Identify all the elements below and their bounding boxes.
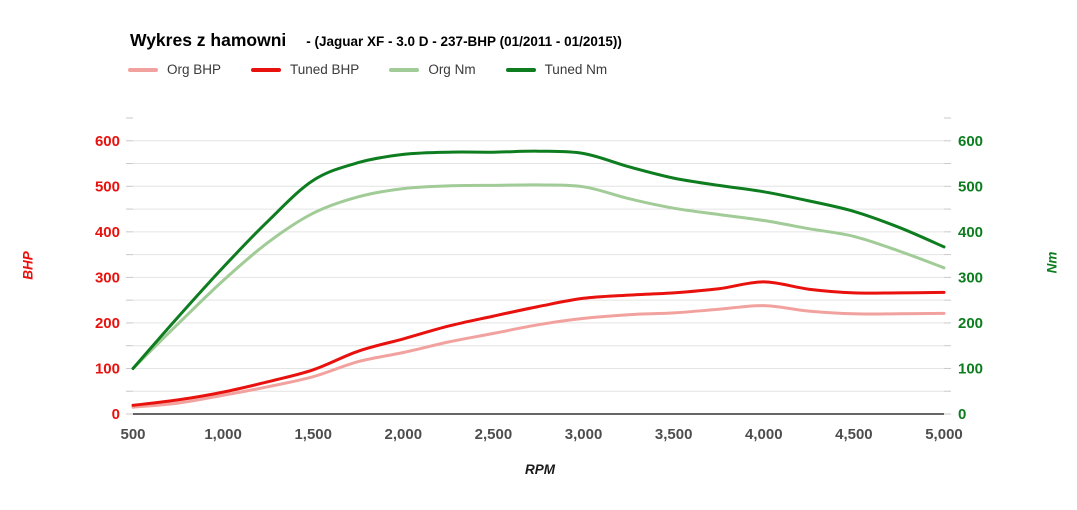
legend-swatch-tuned-nm	[505, 67, 536, 72]
x-axis-tick-label: 500	[120, 426, 145, 443]
chart-subtitle: - (Jaguar XF - 3.0 D - 237-BHP (01/2011 …	[306, 34, 622, 49]
legend-label-tuned-nm: Tuned Nm	[544, 62, 608, 77]
y-axis-tick-label-right: 300	[958, 269, 983, 286]
chart-header: Wykres z hamowni - (Jaguar XF - 3.0 D - …	[130, 30, 622, 51]
y-axis-title-bhp: BHP	[20, 251, 36, 280]
legend-label-org-nm: Org Nm	[428, 62, 476, 77]
x-axis-title-rpm: RPM	[525, 462, 555, 477]
legend-item-org-nm: Org Nm	[389, 62, 476, 77]
y-axis-tick-label-right: 600	[958, 133, 983, 150]
legend-label-tuned-bhp: Tuned BHP	[290, 62, 360, 77]
legend-label-org-bhp: Org BHP	[167, 62, 222, 77]
y-axis-tick-label-left: 600	[95, 133, 120, 150]
y-axis-tick-label-left: 200	[95, 315, 120, 332]
y-axis-title-nm: Nm	[1044, 251, 1060, 274]
y-axis-tick-label-left: 0	[112, 406, 120, 423]
y-axis-tick-label-right: 400	[958, 224, 983, 241]
legend-item-tuned-nm: Tuned Nm	[505, 62, 608, 77]
series-line-tuned-bhp	[131, 280, 946, 407]
x-axis-tick-label: 2,000	[385, 426, 423, 443]
legend-swatch-org-nm	[389, 67, 420, 72]
x-axis-tick-label: 4,000	[745, 426, 783, 443]
x-axis-tick-label: 1,000	[204, 426, 242, 443]
chart-legend: Org BHP Tuned BHP Org Nm Tuned Nm	[128, 62, 607, 77]
y-axis-tick-label-left: 400	[95, 224, 120, 241]
x-axis-tick-label: 4,500	[835, 426, 873, 443]
chart-title: Wykres z hamowni	[130, 30, 287, 50]
legend-swatch-org-bhp	[128, 67, 158, 72]
y-axis-tick-label-right: 100	[958, 360, 983, 377]
series-line-org-nm	[131, 183, 946, 370]
y-axis-tick-label-right: 200	[958, 315, 983, 332]
series-line-tuned-nm	[131, 149, 946, 370]
x-axis-tick-label: 3,500	[655, 426, 693, 443]
series-line-org-bhp	[131, 304, 946, 409]
x-axis-tick-label: 3,000	[565, 426, 603, 443]
legend-item-tuned-bhp: Tuned BHP	[251, 62, 359, 77]
y-axis-tick-label-right: 0	[958, 406, 966, 423]
legend-swatch-tuned-bhp	[251, 67, 282, 72]
x-axis-tick-label: 1,500	[294, 426, 332, 443]
x-axis-tick-label: 5,000	[925, 426, 963, 443]
y-axis-tick-label-left: 300	[95, 269, 120, 286]
y-axis-tick-label-left: 500	[95, 178, 120, 195]
legend-item-org-bhp: Org BHP	[128, 62, 221, 77]
x-axis-tick-label: 2,500	[475, 426, 513, 443]
y-axis-tick-label-right: 500	[958, 178, 983, 195]
y-axis-tick-label-left: 100	[95, 360, 120, 377]
